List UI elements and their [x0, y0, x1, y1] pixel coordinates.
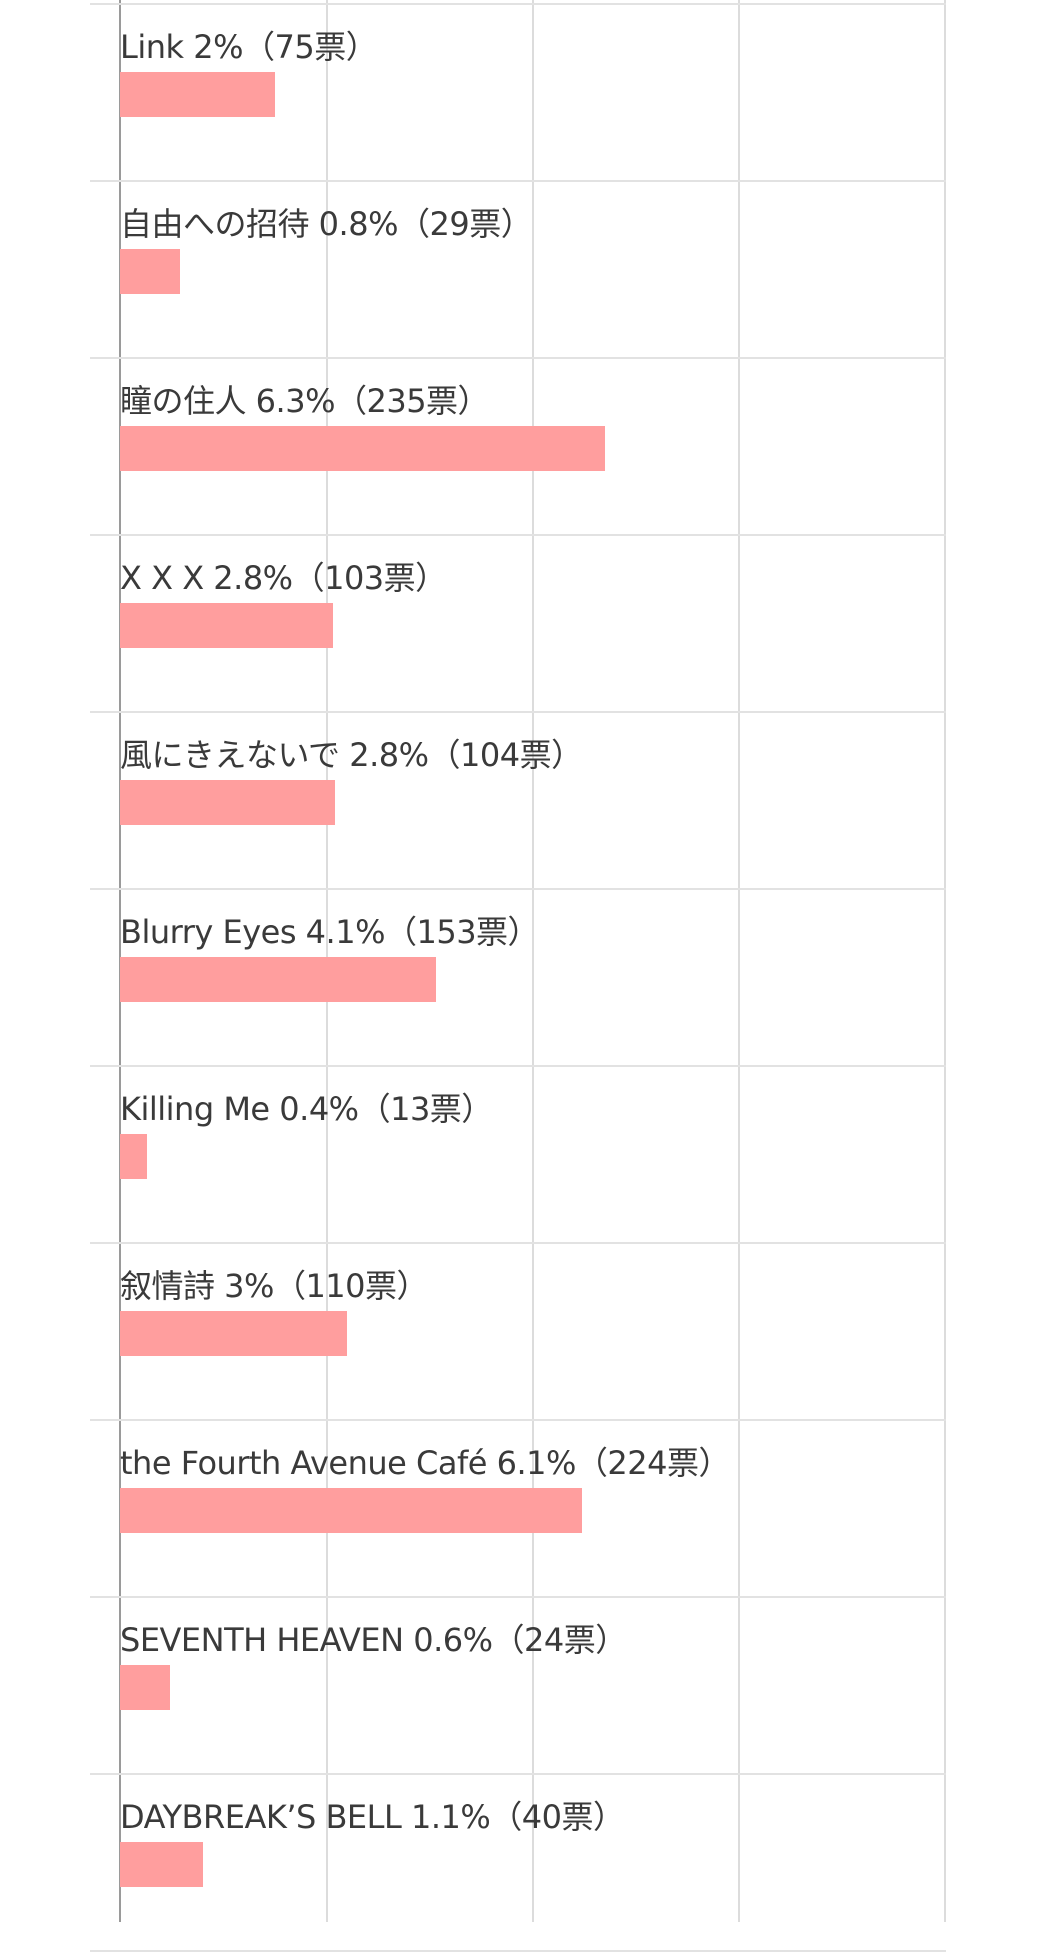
bar-label: Blurry Eyes 4.1%（153票）: [120, 913, 540, 951]
bar: [120, 1488, 582, 1533]
bar-label: 風にきえないで 2.8%（104票）: [120, 736, 583, 774]
bar: [120, 72, 275, 117]
row-separator: [90, 1419, 946, 1421]
bar: [120, 957, 436, 1002]
row-separator: [90, 357, 946, 359]
row-separator: [90, 534, 946, 536]
row-separator: [90, 180, 946, 182]
bar-label: X X X 2.8%（103票）: [120, 559, 447, 597]
bar-label: SEVENTH HEAVEN 0.6%（24票）: [120, 1621, 627, 1659]
vertical-gridline: [944, 0, 946, 1922]
bar: [120, 1665, 170, 1710]
row-separator: [90, 1773, 946, 1775]
bar-label: Link 2%（75票）: [120, 28, 378, 66]
vertical-gridline: [532, 0, 534, 1922]
row-separator: [90, 888, 946, 890]
row-separator: [90, 1596, 946, 1598]
bar: [120, 1134, 147, 1179]
bar-label: 叙情詩 3%（110票）: [120, 1267, 429, 1305]
bar-label: 瞳の住人 6.3%（235票）: [120, 382, 490, 420]
vertical-gridline: [738, 0, 740, 1922]
row-separator: [90, 711, 946, 713]
row-separator: [90, 1065, 946, 1067]
row-separator: [90, 1242, 946, 1244]
bar: [120, 426, 605, 471]
bar: [120, 249, 180, 294]
bar-label: 自由への招待 0.8%（29票）: [120, 205, 533, 243]
row-separator: [90, 3, 946, 5]
bar-label: the Fourth Avenue Café 6.1%（224票）: [120, 1444, 731, 1482]
bar: [120, 603, 333, 648]
bar: [120, 780, 335, 825]
bar-label: Killing Me 0.4%（13票）: [120, 1090, 493, 1128]
bar: [120, 1311, 347, 1356]
bar: [120, 1842, 203, 1887]
bar-label: DAYBREAK’S BELL 1.1%（40票）: [120, 1798, 625, 1836]
